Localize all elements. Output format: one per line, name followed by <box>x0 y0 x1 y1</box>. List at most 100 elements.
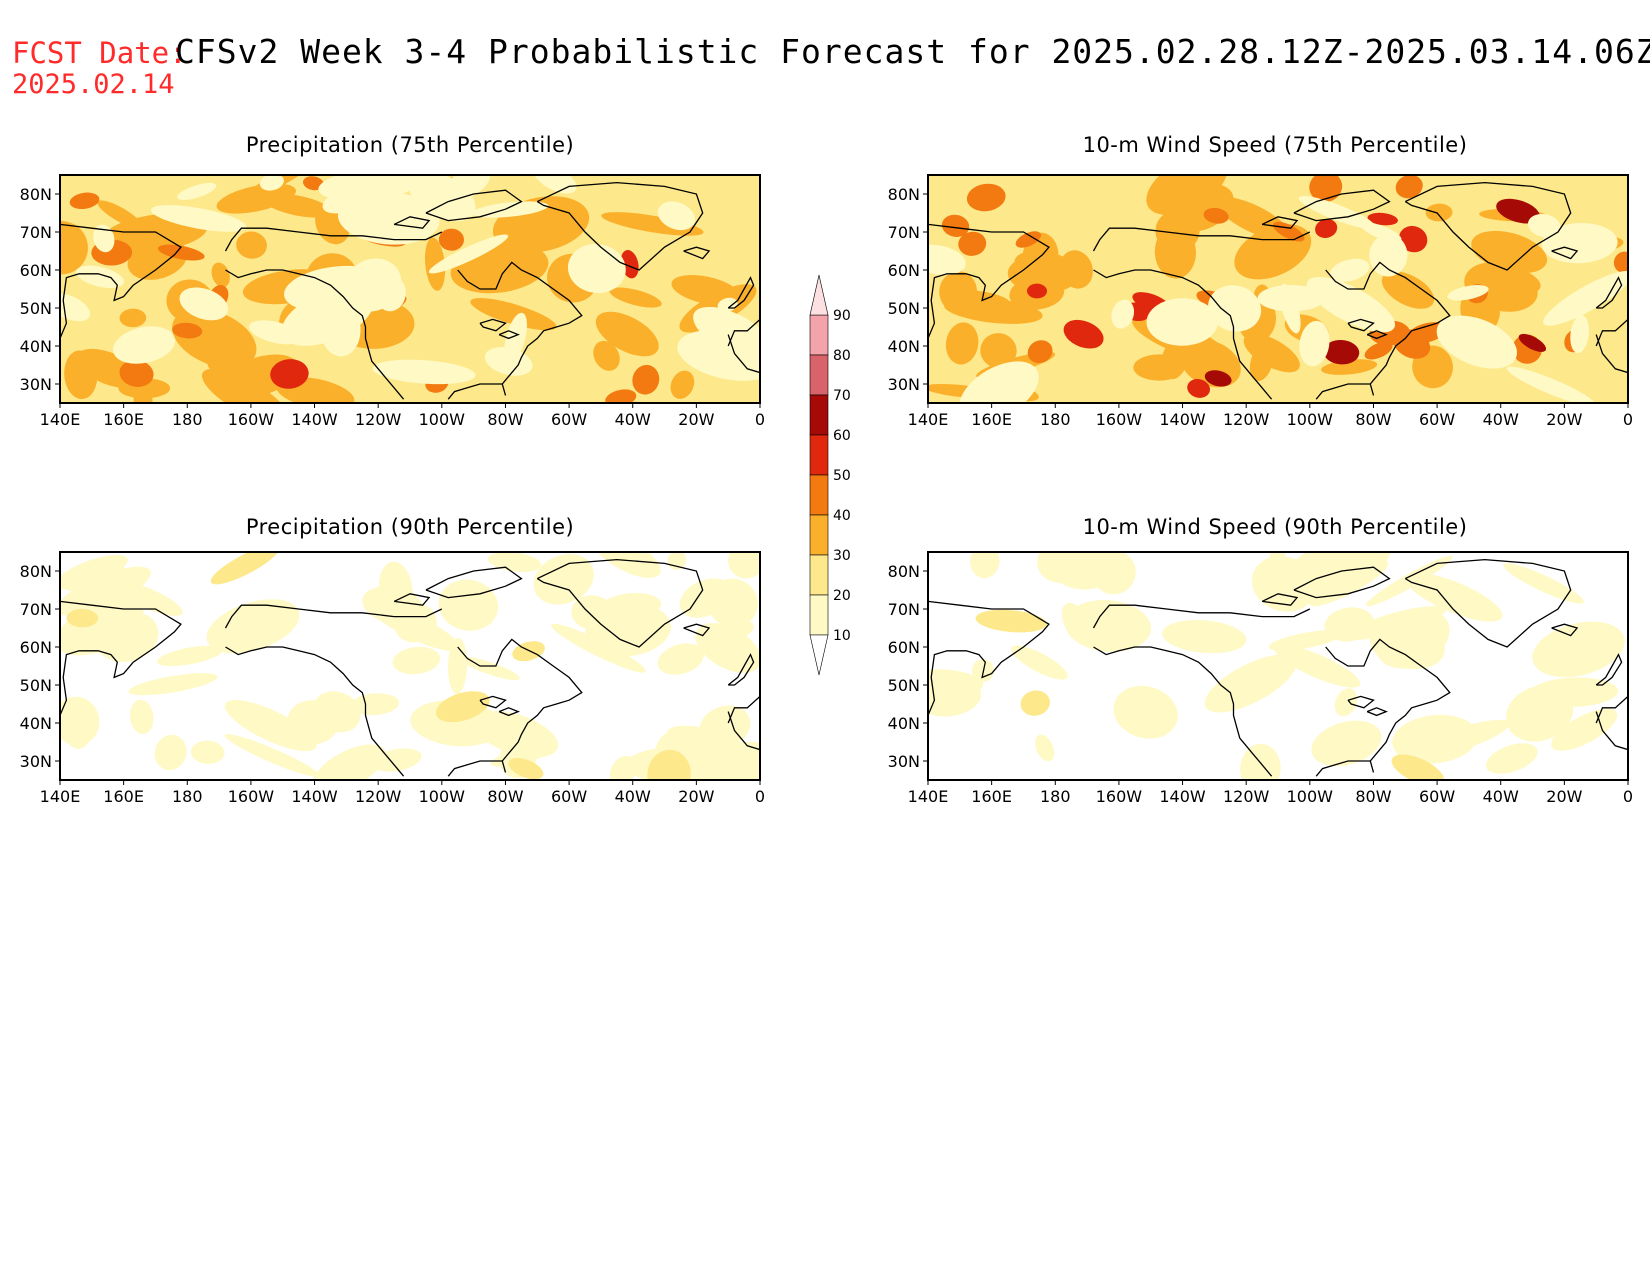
lon-tick-label: 140E <box>908 410 949 429</box>
panel-title-precip75: Precipitation (75th Percentile) <box>245 133 575 157</box>
map-panel: 140E 160E 180 160W 140W 120W 100W 80W 60W 40W 20W 0… <box>888 551 1633 806</box>
lat-tick-label: 70N <box>20 223 52 242</box>
lon-tick-label: 180 <box>172 787 203 806</box>
probability-field <box>60 175 760 403</box>
lon-tick-label: 160W <box>228 787 275 806</box>
map-frame <box>59 174 761 404</box>
map-panel: 140E 160E 180 160W 140W 120W 100W 80W 60W 40W 20W 0… <box>20 174 765 429</box>
panel-title-wind75: 10-m Wind Speed (75th Percentile) <box>1082 133 1468 157</box>
lon-tick-label: 140E <box>908 787 949 806</box>
lat-tick-label: 50N <box>888 299 920 318</box>
panel-title-wind90: 10-m Wind Speed (90th Percentile) <box>1082 515 1468 539</box>
lon-tick-label: 180 <box>1040 410 1071 429</box>
lon-tick-label: 80W <box>1355 787 1391 806</box>
lat-tick-label: 60N <box>20 261 52 280</box>
panel-title-precip90: Precipitation (90th Percentile) <box>245 515 575 539</box>
lat-tick-label: 80N <box>888 185 920 204</box>
lon-tick-label: 0 <box>755 410 765 429</box>
lon-tick-label: 40W <box>1483 787 1519 806</box>
colorbar-segment <box>809 394 829 436</box>
lon-tick-label: 140E <box>40 410 81 429</box>
lat-tick-label: 80N <box>888 562 920 581</box>
lon-tick-label: 180 <box>1040 787 1071 806</box>
lat-tick-label: 60N <box>888 638 920 657</box>
lon-tick-label: 60W <box>1419 410 1455 429</box>
lon-tick-label: 60W <box>1419 787 1455 806</box>
colorbar-label: 40 <box>833 508 851 524</box>
lon-tick-label: 140W <box>291 410 338 429</box>
lon-tick-label: 20W <box>678 787 714 806</box>
probability-field <box>928 175 1628 403</box>
lon-tick-label: 140W <box>1159 787 1206 806</box>
lon-tick-label: 60W <box>551 787 587 806</box>
lon-tick-label: 20W <box>678 410 714 429</box>
lon-tick-label: 60W <box>551 410 587 429</box>
colorbar-label: 60 <box>833 428 851 444</box>
colorbar-label: 20 <box>833 588 851 604</box>
map-panel: 140E 160E 180 160W 140W 120W 100W 80W 60W 40W 20W 0… <box>20 551 765 806</box>
lat-tick-label: 60N <box>888 261 920 280</box>
lon-tick-label: 160E <box>971 410 1012 429</box>
colorbar-segment <box>809 314 829 356</box>
coastlines <box>928 181 1628 400</box>
figure-title: CFSv2 Week 3-4 Probabilistic Forecast fo… <box>175 32 1650 71</box>
colorbar-segment <box>809 474 829 516</box>
lon-tick-label: 120W <box>355 787 402 806</box>
forecast-date: 2025.02.14 <box>12 69 175 100</box>
colorbar-segment <box>809 434 829 476</box>
lat-tick-label: 30N <box>20 752 52 771</box>
lon-tick-label: 40W <box>1483 410 1519 429</box>
lat-tick-label: 70N <box>888 600 920 619</box>
lat-tick-label: 80N <box>20 185 52 204</box>
lon-tick-label: 180 <box>172 410 203 429</box>
colorbar-label: 30 <box>833 548 851 564</box>
lon-tick-label: 160E <box>103 787 144 806</box>
lon-tick-label: 120W <box>1223 410 1270 429</box>
lon-tick-label: 80W <box>487 787 523 806</box>
map-panel: 140E 160E 180 160W 140W 120W 100W 80W 60W 40W 20W 0… <box>888 174 1633 429</box>
lon-tick-label: 140W <box>1159 410 1206 429</box>
lon-tick-label: 100W <box>1287 787 1334 806</box>
lon-tick-label: 120W <box>1223 787 1270 806</box>
colorbar-label: 80 <box>833 348 851 364</box>
lat-tick-label: 60N <box>20 638 52 657</box>
lon-tick-label: 0 <box>1623 410 1633 429</box>
colorbar-label: 10 <box>833 628 851 644</box>
probability-field <box>60 552 760 780</box>
lon-tick-label: 100W <box>419 410 466 429</box>
lon-tick-label: 0 <box>755 787 765 806</box>
colorbar-segment <box>809 554 829 596</box>
lon-tick-label: 120W <box>355 410 402 429</box>
lat-tick-label: 80N <box>20 562 52 581</box>
lon-tick-label: 20W <box>1546 410 1582 429</box>
colorbar-label: 50 <box>833 468 851 484</box>
probability-field <box>928 552 1628 780</box>
lat-tick-label: 30N <box>888 752 920 771</box>
lat-tick-label: 50N <box>20 299 52 318</box>
lat-tick-label: 40N <box>20 714 52 733</box>
map-frame <box>59 551 761 781</box>
map-frame <box>927 551 1629 781</box>
lon-tick-label: 160E <box>103 410 144 429</box>
lat-tick-label: 40N <box>888 337 920 356</box>
coastlines <box>60 181 760 400</box>
lon-tick-label: 100W <box>1287 410 1334 429</box>
lon-tick-label: 160W <box>228 410 275 429</box>
lon-tick-label: 160W <box>1096 787 1143 806</box>
colorbar: 10 20 30 40 50 60 70 80 90 <box>809 274 851 676</box>
lon-tick-label: 100W <box>419 787 466 806</box>
lat-tick-label: 50N <box>888 676 920 695</box>
lon-tick-label: 20W <box>1546 787 1582 806</box>
lon-tick-label: 40W <box>615 410 651 429</box>
lat-tick-label: 40N <box>20 337 52 356</box>
header-label: FCST Date: <box>12 36 187 70</box>
lat-tick-label: 30N <box>888 375 920 394</box>
colorbar-label: 90 <box>833 308 851 324</box>
lon-tick-label: 160E <box>971 787 1012 806</box>
lat-tick-label: 30N <box>20 375 52 394</box>
lon-tick-label: 40W <box>615 787 651 806</box>
lon-tick-label: 140W <box>291 787 338 806</box>
colorbar-segment <box>809 354 829 396</box>
colorbar-bottom-arrow <box>809 634 829 676</box>
